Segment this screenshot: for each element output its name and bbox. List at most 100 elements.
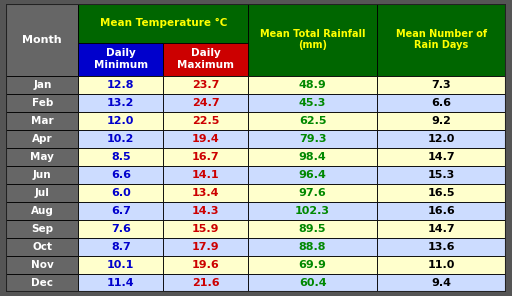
Bar [6, 238, 78, 256]
Bar [248, 238, 377, 256]
Bar [78, 274, 163, 292]
Bar [163, 130, 248, 148]
Bar [248, 184, 377, 202]
Text: 14.7: 14.7 [428, 224, 455, 234]
Text: Oct: Oct [32, 242, 52, 252]
Text: 69.9: 69.9 [298, 260, 327, 270]
Bar [248, 166, 377, 184]
Bar [6, 112, 78, 130]
Text: 60.4: 60.4 [299, 279, 326, 288]
Text: 16.6: 16.6 [428, 206, 455, 216]
Text: 16.7: 16.7 [192, 152, 220, 162]
Text: 12.0: 12.0 [428, 134, 455, 144]
Text: Month: Month [23, 35, 62, 45]
Bar [163, 94, 248, 112]
Bar [78, 76, 163, 94]
Text: 13.6: 13.6 [428, 242, 455, 252]
Text: Dec: Dec [31, 279, 53, 288]
Bar [6, 274, 78, 292]
Bar [6, 166, 78, 184]
Bar [78, 130, 163, 148]
Bar [163, 256, 248, 274]
Text: 6.6: 6.6 [432, 98, 452, 108]
Bar [248, 94, 377, 112]
Text: 24.7: 24.7 [192, 98, 220, 108]
Bar [163, 148, 248, 166]
Text: 8.7: 8.7 [111, 242, 131, 252]
Bar [377, 202, 506, 220]
Bar [377, 256, 506, 274]
Bar [377, 274, 506, 292]
Text: 13.2: 13.2 [107, 98, 135, 108]
Text: 19.4: 19.4 [192, 134, 220, 144]
Text: May: May [30, 152, 54, 162]
Bar [78, 43, 163, 76]
Bar [248, 4, 377, 76]
Text: 12.0: 12.0 [107, 116, 135, 126]
Bar [163, 184, 248, 202]
Bar [248, 274, 377, 292]
Bar [6, 256, 78, 274]
Text: Jun: Jun [33, 170, 52, 180]
Text: Aug: Aug [31, 206, 54, 216]
Bar [248, 130, 377, 148]
Bar [377, 238, 506, 256]
Text: 88.8: 88.8 [299, 242, 326, 252]
Bar [6, 76, 78, 94]
Text: 7.6: 7.6 [111, 224, 131, 234]
Text: 8.5: 8.5 [111, 152, 131, 162]
Text: 62.5: 62.5 [299, 116, 326, 126]
Text: 11.0: 11.0 [428, 260, 455, 270]
Text: 97.6: 97.6 [298, 188, 327, 198]
Text: 19.6: 19.6 [192, 260, 220, 270]
Text: Mar: Mar [31, 116, 54, 126]
Bar [248, 148, 377, 166]
Bar [377, 148, 506, 166]
Text: Feb: Feb [32, 98, 53, 108]
Bar [78, 184, 163, 202]
Text: 14.7: 14.7 [428, 152, 455, 162]
Text: 21.6: 21.6 [192, 279, 220, 288]
Bar [163, 220, 248, 238]
Text: 96.4: 96.4 [298, 170, 327, 180]
Text: 7.3: 7.3 [432, 80, 451, 90]
Text: 15.9: 15.9 [192, 224, 220, 234]
Bar [78, 148, 163, 166]
Bar [78, 166, 163, 184]
Bar [6, 94, 78, 112]
Text: 23.7: 23.7 [192, 80, 220, 90]
Bar [377, 220, 506, 238]
Text: 48.9: 48.9 [298, 80, 327, 90]
Text: 89.5: 89.5 [299, 224, 326, 234]
Bar [6, 4, 78, 76]
Bar [163, 43, 248, 76]
Bar [78, 238, 163, 256]
Text: 102.3: 102.3 [295, 206, 330, 216]
Text: Jan: Jan [33, 80, 52, 90]
Text: Daily
Maximum: Daily Maximum [177, 48, 234, 70]
Bar [78, 94, 163, 112]
Bar [6, 130, 78, 148]
Bar [163, 166, 248, 184]
Bar [248, 220, 377, 238]
Bar [248, 76, 377, 94]
Bar [377, 76, 506, 94]
Bar [6, 184, 78, 202]
Text: 15.3: 15.3 [428, 170, 455, 180]
Bar [248, 202, 377, 220]
Text: Daily
Minimum: Daily Minimum [94, 48, 148, 70]
Text: 98.4: 98.4 [298, 152, 327, 162]
Bar [6, 220, 78, 238]
Text: 11.4: 11.4 [107, 279, 135, 288]
Bar [377, 4, 506, 76]
Text: 45.3: 45.3 [299, 98, 326, 108]
Bar [78, 256, 163, 274]
Bar [377, 94, 506, 112]
Text: 22.5: 22.5 [192, 116, 220, 126]
Text: 10.1: 10.1 [107, 260, 135, 270]
Bar [78, 220, 163, 238]
Text: 10.2: 10.2 [107, 134, 135, 144]
Text: 16.5: 16.5 [428, 188, 455, 198]
Bar [377, 166, 506, 184]
Bar [6, 148, 78, 166]
